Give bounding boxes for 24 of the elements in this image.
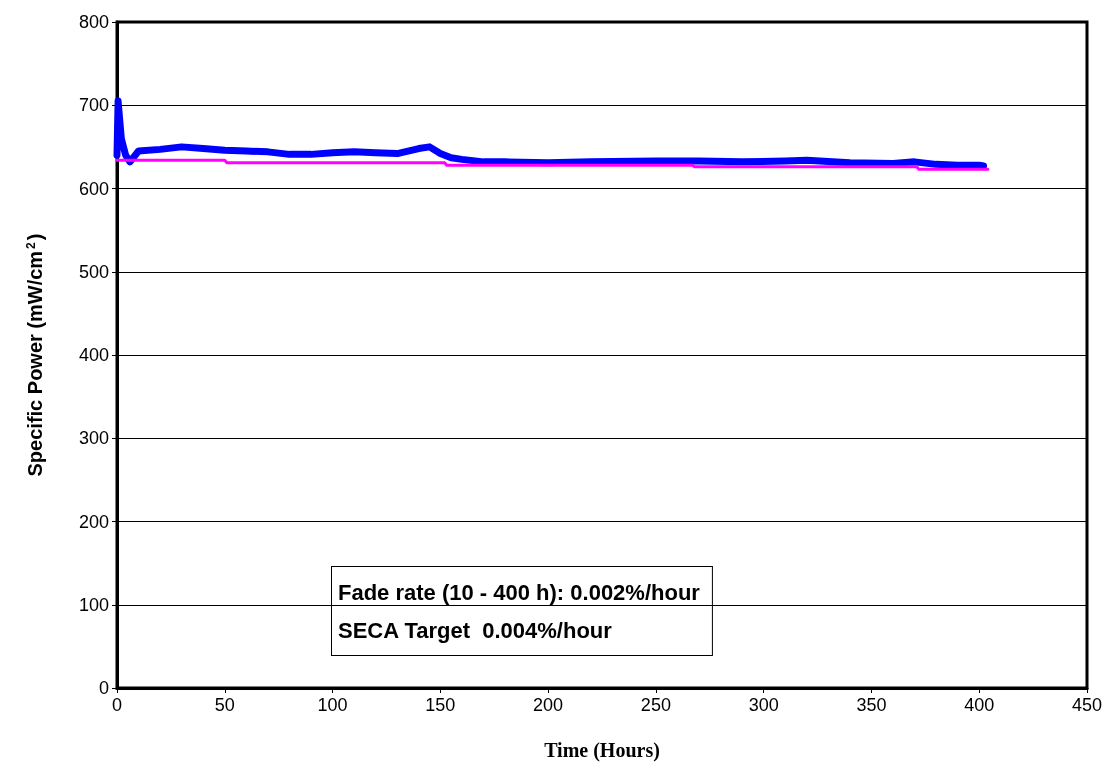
y-tick-label: 100 [78,594,109,615]
x-tick-label: 200 [533,695,564,715]
y-tick-label: 0 [98,678,109,698]
y-tick-label: 300 [78,428,109,449]
x-tick-label: 50 [214,695,235,715]
x-tick-label: 300 [748,695,779,715]
y-tick-label: 700 [78,95,109,116]
x-axis-title: Time (Hours) [544,739,660,762]
y-tick-label: 800 [78,12,109,32]
x-tick-label: 100 [317,695,348,715]
y-tick-label: 400 [78,345,109,365]
line-series [115,158,990,171]
y-axis-title: Specific Power (mW/cm2) [24,233,46,477]
x-tick-label: 350 [856,695,887,715]
x-tick-label: 250 [640,695,671,715]
x-tick-label: 400 [964,695,995,715]
y-tick-label: 500 [78,261,109,282]
y-tick-label: 600 [78,178,109,199]
annotation: SECA Target 0.004%/hour [338,617,613,643]
annotation: Fade rate (10 - 400 h): 0.002%/hour [338,579,701,605]
y-tick-label: 200 [78,511,109,532]
x-tick-label: 150 [425,695,456,715]
x-tick-label: 450 [1071,695,1103,715]
x-tick-label: 0 [111,695,123,715]
